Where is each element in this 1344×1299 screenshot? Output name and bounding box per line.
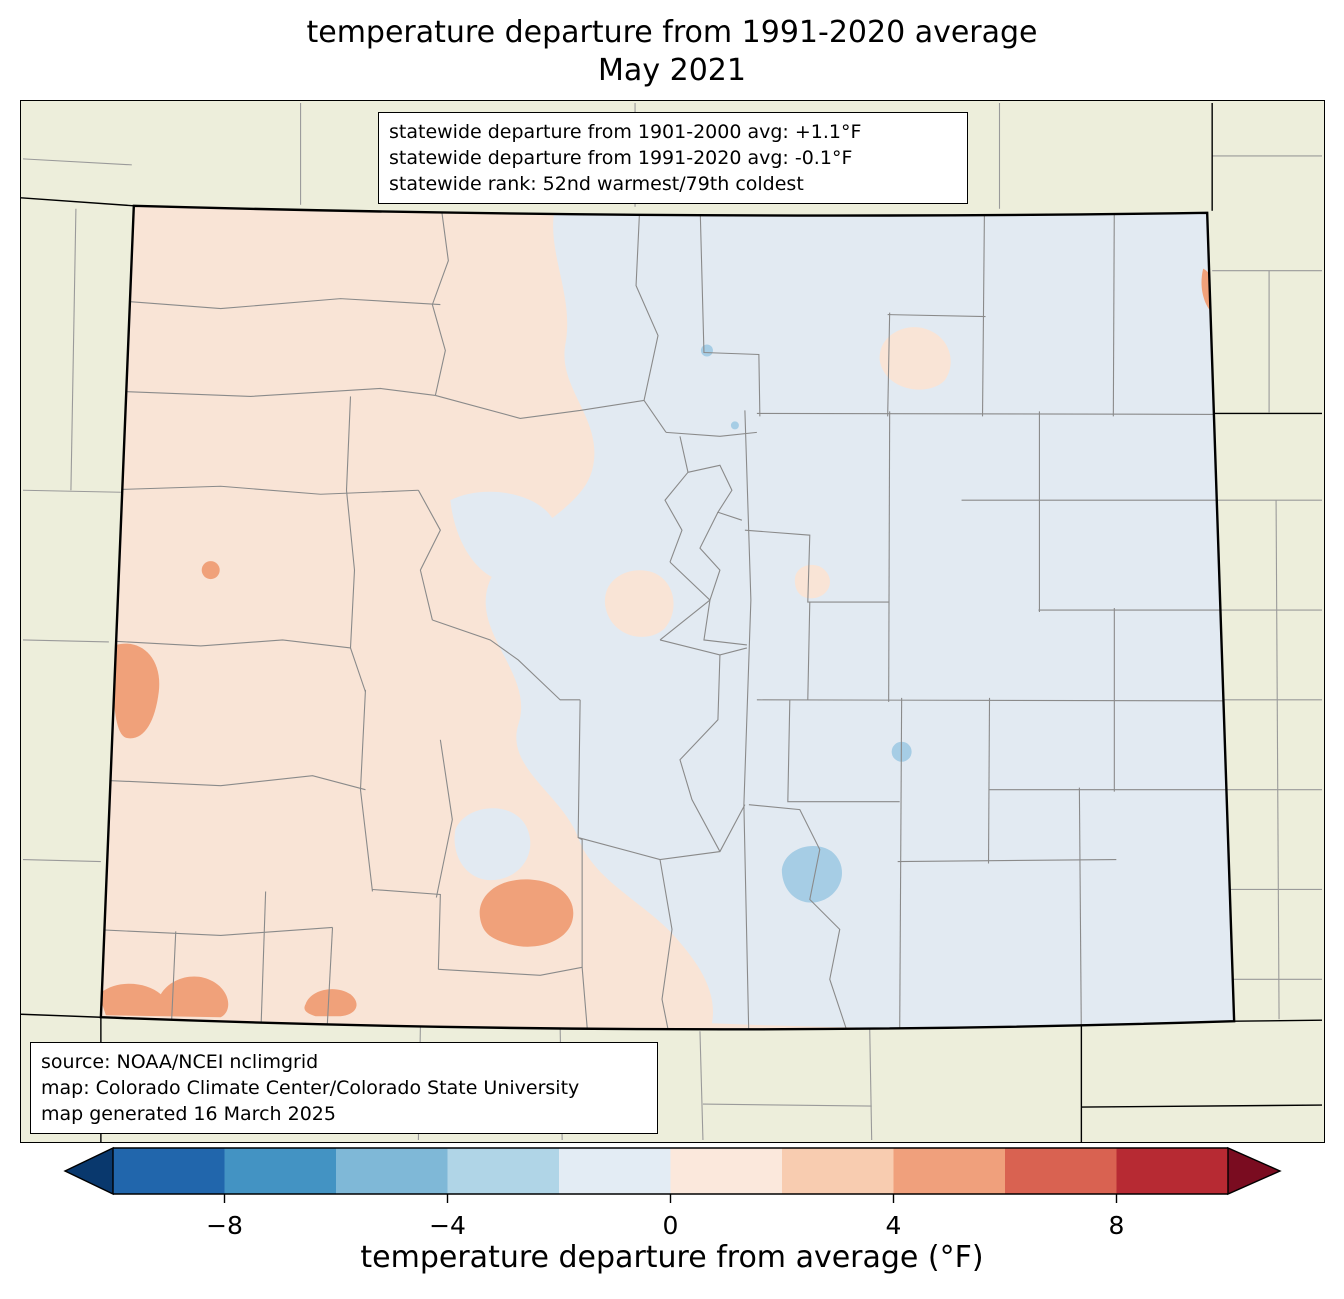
colorbar-right-arrow [1227, 1146, 1282, 1196]
colorado-anomaly-map [21, 101, 1324, 1142]
warm-pocket-central [604, 570, 674, 637]
map-title-line2: May 2021 [598, 53, 746, 88]
cool-pocket-central [450, 491, 559, 582]
colorbar-axis-label: temperature departure from average (°F) [360, 1240, 984, 1275]
map-credit-line: map: Colorado Climate Center/Colorado St… [41, 1077, 580, 1099]
colorbar: −8 −4 0 4 8 [63, 1146, 1282, 1240]
colorado-fill-layers [100, 205, 1235, 1030]
colorbar-tick-label: 4 [886, 1211, 902, 1240]
warm-anomaly-blob-west-edge [113, 643, 160, 739]
colorbar-segment [559, 1148, 672, 1194]
cool-pocket-southwest [454, 808, 531, 881]
warm-anomaly-blob-south-border [304, 989, 357, 1017]
east-cool-region [485, 206, 1235, 1029]
colorbar-left-arrow [63, 1146, 114, 1196]
map-title-line1: temperature departure from 1991-2020 ave… [306, 15, 1038, 50]
colorbar-segment [447, 1148, 560, 1194]
warm-pocket-plains [794, 564, 830, 599]
colorbar-segment [224, 1148, 337, 1194]
colorbar-segment [670, 1148, 783, 1194]
colorbar-segment [1005, 1148, 1118, 1194]
source-box: source: NOAA/NCEI nclimgrid map: Colorad… [30, 1042, 658, 1134]
colorbar-tick-label: −4 [429, 1211, 466, 1240]
cool-anomaly-dot-front-range [730, 421, 739, 430]
warm-anomaly-blob-south-central [479, 879, 574, 947]
colorbar-tick-label: 8 [1109, 1211, 1125, 1240]
map-axes [20, 100, 1325, 1143]
warm-pocket-northeast [879, 327, 951, 390]
cool-anomaly-blob-southeast [781, 845, 842, 903]
generated-date-line: map generated 16 March 2025 [41, 1103, 336, 1125]
warm-anomaly-blob-southwest-border [100, 976, 229, 1018]
county-boundaries [100, 205, 1228, 1030]
colorbar-segment [336, 1148, 449, 1194]
stats-box: statewide departure from 1901-2000 avg: … [378, 112, 968, 204]
colorbar-segment [782, 1148, 895, 1194]
colorbar-segment [1116, 1148, 1229, 1194]
map-title: temperature departure from 1991-2020 ave… [0, 14, 1344, 90]
colorbar-tick-label: 0 [663, 1211, 679, 1240]
source-line: source: NOAA/NCEI nclimgrid [41, 1051, 319, 1073]
warm-anomaly-dot [201, 561, 220, 580]
colorbar-tick-label: −8 [206, 1211, 243, 1240]
colorbar-segment [893, 1148, 1006, 1194]
cool-anomaly-dot-north [700, 344, 713, 357]
colorbar-ticks: −8 −4 0 4 8 [206, 1194, 1124, 1240]
colorbar-segment [113, 1148, 226, 1194]
stats-line-1901-2000: statewide departure from 1901-2000 avg: … [389, 121, 862, 143]
stats-line-rank: statewide rank: 52nd warmest/79th coldes… [389, 173, 804, 195]
colorado-state-outline [99, 204, 1236, 1031]
stats-line-1991-2020: statewide departure from 1991-2020 avg: … [389, 147, 853, 169]
colorbar-segments [113, 1148, 1229, 1194]
